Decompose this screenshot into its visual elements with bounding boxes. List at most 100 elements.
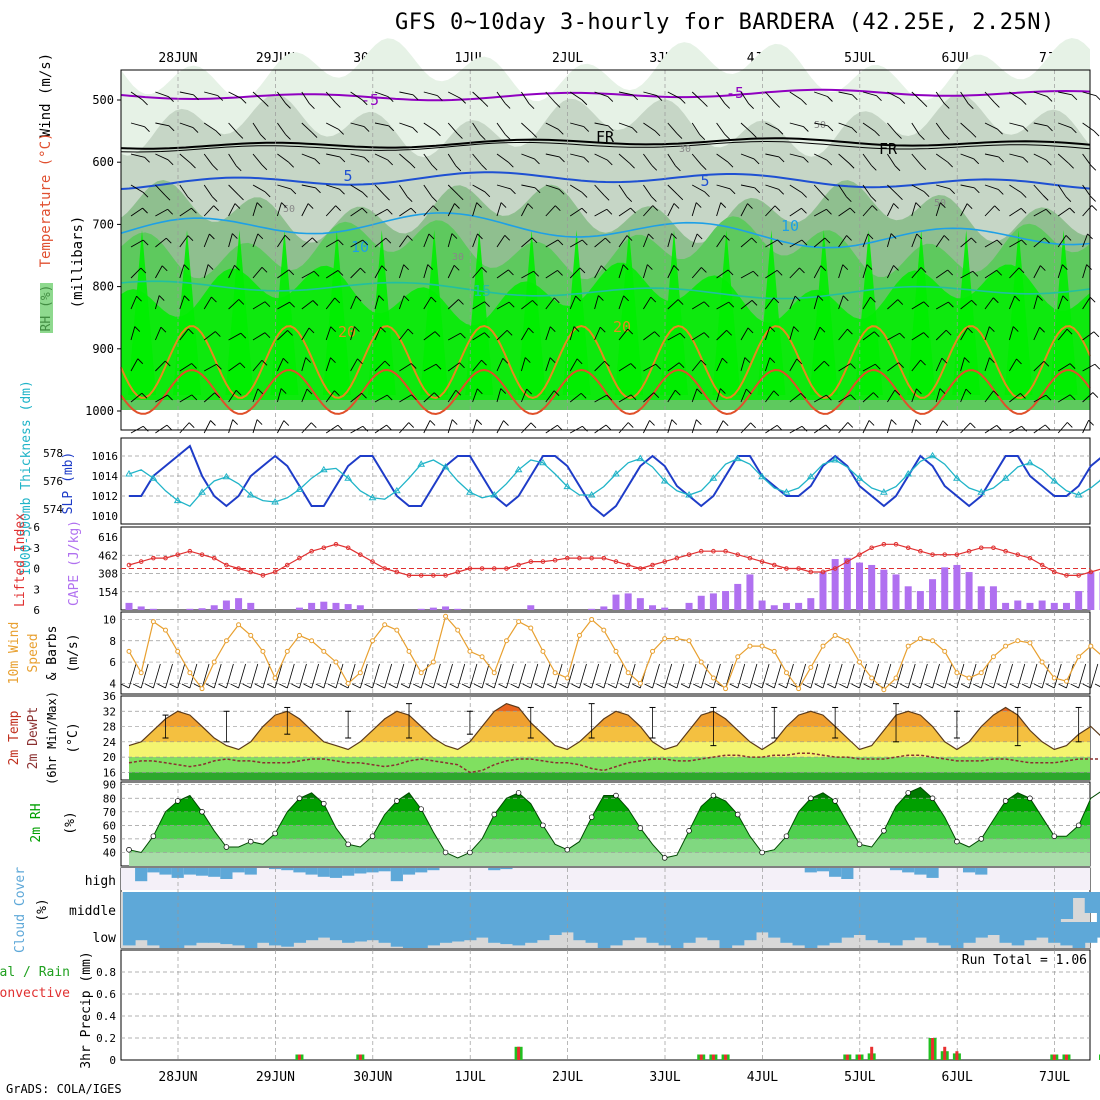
- wind-barb-10m: [944, 663, 953, 689]
- wind-barb-10m-feather: [924, 683, 933, 689]
- wind-tick: 4: [109, 677, 116, 690]
- wind-barb-10m-feather: [607, 683, 617, 689]
- wind-barb-feather: [851, 127, 858, 134]
- wind-barb-feather: [1093, 130, 1100, 137]
- wind-barb: [887, 184, 898, 196]
- wind-barb: [911, 184, 925, 193]
- wind-barb: [1009, 91, 1022, 100]
- wind-barb-feather: [919, 134, 925, 141]
- wind-barb: [814, 122, 828, 127]
- cape-bar: [332, 602, 340, 610]
- wind-barb: [789, 122, 804, 127]
- cloud-high-bar: [135, 868, 148, 882]
- cape-bar: [843, 557, 851, 610]
- wind-barb-10m-feather: [437, 683, 446, 689]
- wind-barb-10m: [932, 663, 940, 689]
- wind-barb: [350, 184, 363, 193]
- wind-barb: [496, 202, 502, 217]
- wind-barb-feather: [1022, 126, 1029, 132]
- thickness-marker: [587, 491, 596, 498]
- wind-barb: [1082, 122, 1095, 132]
- wind-barb-feather: [1020, 192, 1027, 198]
- wind-barb: [887, 332, 900, 341]
- wind-barb-feather: [457, 133, 463, 139]
- wind-barb-feather: [144, 126, 150, 132]
- wind-barb: [594, 394, 608, 403]
- footer-credit: GrADS: COLA/IGES: [6, 1082, 122, 1096]
- cloud-middle-bar: [682, 892, 696, 922]
- wind-barb-feather: [476, 202, 482, 208]
- wind-barb-feather: [894, 389, 901, 396]
- wind-barb-feather: [581, 99, 588, 106]
- wind-barb-feather: [606, 394, 613, 401]
- wind-barb: [277, 184, 291, 190]
- wind-barb: [399, 328, 409, 341]
- wind-barb: [277, 269, 290, 279]
- cloud-low-bar: [439, 922, 453, 943]
- wind-barb-feather: [238, 194, 244, 201]
- ylabel-thickness: 1000-500mb Thickness (dm): [19, 380, 34, 576]
- wind-barb-feather: [532, 300, 538, 306]
- wind-barb: [911, 388, 917, 403]
- wind-marker: [406, 648, 412, 654]
- wind-barb-10m-feather: [1070, 683, 1079, 689]
- wind-barb-feather: [1065, 235, 1072, 241]
- li-marker: [504, 566, 509, 571]
- wind-barb: [935, 122, 945, 135]
- wind-barb-feather: [747, 327, 754, 334]
- wind-barb-feather: [801, 207, 807, 214]
- wind-barb-feather: [412, 94, 419, 101]
- rh-plume: [270, 230, 299, 395]
- wind-barb: [667, 419, 673, 434]
- wind-barb: [447, 419, 453, 434]
- cape-bar: [819, 572, 827, 610]
- cape-bar: [770, 605, 778, 610]
- wind-barb-10m-feather: [985, 683, 994, 689]
- wind-barb: [814, 153, 828, 161]
- wind-barb-feather: [256, 202, 263, 208]
- wind-barb-feather: [606, 208, 613, 215]
- wind-barb-10m-feather: [619, 683, 629, 689]
- wind-barb-feather: [337, 270, 344, 276]
- chart-title: GFS 0~10day 3-hourly for BARDERA (42.25E…: [395, 10, 1055, 35]
- cloud-low-bar: [780, 922, 794, 943]
- wind-barb: [862, 153, 872, 166]
- wind-barb-feather: [234, 203, 241, 209]
- wind-barb: [1082, 296, 1091, 310]
- wind-barb-feather: [748, 103, 754, 110]
- cloud-low-bar: [1060, 922, 1074, 946]
- wind-barb-feather: [993, 390, 999, 397]
- wind-barb: [447, 233, 453, 248]
- wind-barb-feather: [234, 264, 240, 271]
- wind-barb-feather: [801, 99, 807, 105]
- wind-marker: [637, 680, 643, 686]
- wind-barb-10m-feather: [741, 683, 751, 689]
- wind-barb-feather: [257, 233, 264, 240]
- rh-bands: [129, 787, 1090, 866]
- li-marker: [224, 562, 229, 568]
- cape-bar: [989, 586, 997, 610]
- wind-barb: [643, 91, 658, 97]
- wind-barb: [1082, 420, 1090, 434]
- wind-barb-feather: [801, 239, 808, 246]
- wind-barb-10m-feather: [559, 683, 568, 689]
- wind-barb-feather: [819, 326, 826, 333]
- wind-barb-feather: [1086, 264, 1092, 270]
- wind-barb: [1009, 122, 1024, 127]
- day-label-bottom: 30JUN: [353, 1070, 392, 1085]
- pressure-label: 900: [92, 342, 114, 356]
- wind-barb: [667, 122, 678, 134]
- wind-barb-10m: [469, 663, 478, 689]
- wind-barb: [252, 184, 266, 193]
- wind-barb-10m-feather: [729, 683, 738, 689]
- wind-barb: [618, 264, 624, 279]
- wind-barb: [325, 297, 336, 310]
- wind-marker: [1088, 643, 1094, 649]
- wind-barb-feather: [476, 419, 483, 425]
- wind-barb-feather: [893, 265, 899, 271]
- wind-barb: [960, 203, 968, 217]
- cloud-middle-bar: [816, 892, 830, 922]
- wind-barb: [716, 184, 731, 190]
- wind-barb-feather: [1062, 295, 1069, 302]
- wind-barb-feather: [654, 130, 661, 137]
